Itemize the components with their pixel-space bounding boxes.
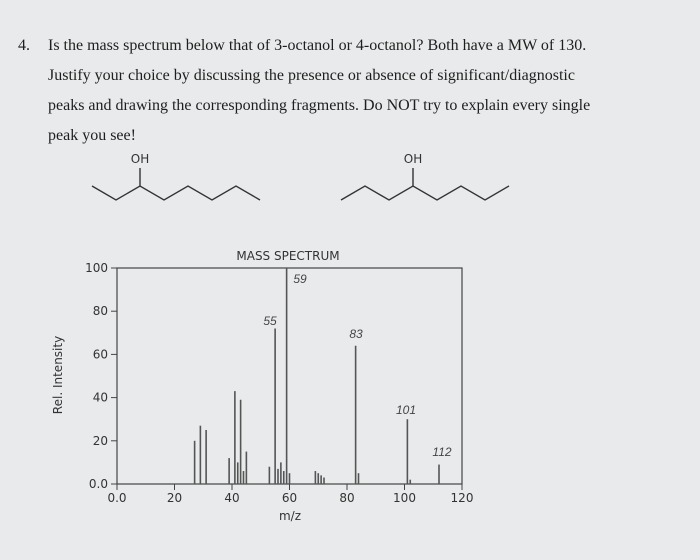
question-line: Is the mass spectrum below that of 3-oct… <box>48 37 586 54</box>
handwritten-note: 55 <box>263 314 277 328</box>
handwritten-note: 112 <box>432 445 451 459</box>
x-tick-label: 60 <box>282 491 297 505</box>
x-tick-label: 20 <box>167 491 182 505</box>
y-tick-label: 80 <box>93 304 108 318</box>
x-tick-label: 100 <box>393 491 416 505</box>
x-tick-label: 0.0 <box>107 491 126 505</box>
y-tick-label: 0.0 <box>89 477 108 491</box>
question-number: 4. <box>18 37 30 54</box>
chart-title: MASS SPECTRUM <box>236 249 339 263</box>
handwritten-note: 83 <box>349 327 363 341</box>
y-tick-label: 40 <box>93 391 108 405</box>
question-line: peak you see! <box>48 127 136 144</box>
y-axis-label: Rel. Intensity <box>51 336 65 414</box>
x-tick-label: 120 <box>451 491 474 505</box>
handwritten-note: 101 <box>396 403 416 417</box>
handwritten-note: 59 <box>293 272 307 286</box>
question-line: Justify your choice by discussing the pr… <box>48 67 575 84</box>
molecule-label: OH <box>404 152 422 166</box>
x-axis-label: m/z <box>279 509 301 523</box>
y-tick-label: 60 <box>93 347 108 361</box>
y-tick-label: 100 <box>85 261 108 275</box>
x-tick-label: 80 <box>339 491 354 505</box>
molecule-skeleton <box>91 185 261 201</box>
y-tick-label: 20 <box>93 434 108 448</box>
x-tick-label: 40 <box>224 491 239 505</box>
question-line: peaks and drawing the corresponding frag… <box>48 97 590 114</box>
molecule-skeleton <box>340 185 510 201</box>
molecule-label: OH <box>131 152 149 166</box>
